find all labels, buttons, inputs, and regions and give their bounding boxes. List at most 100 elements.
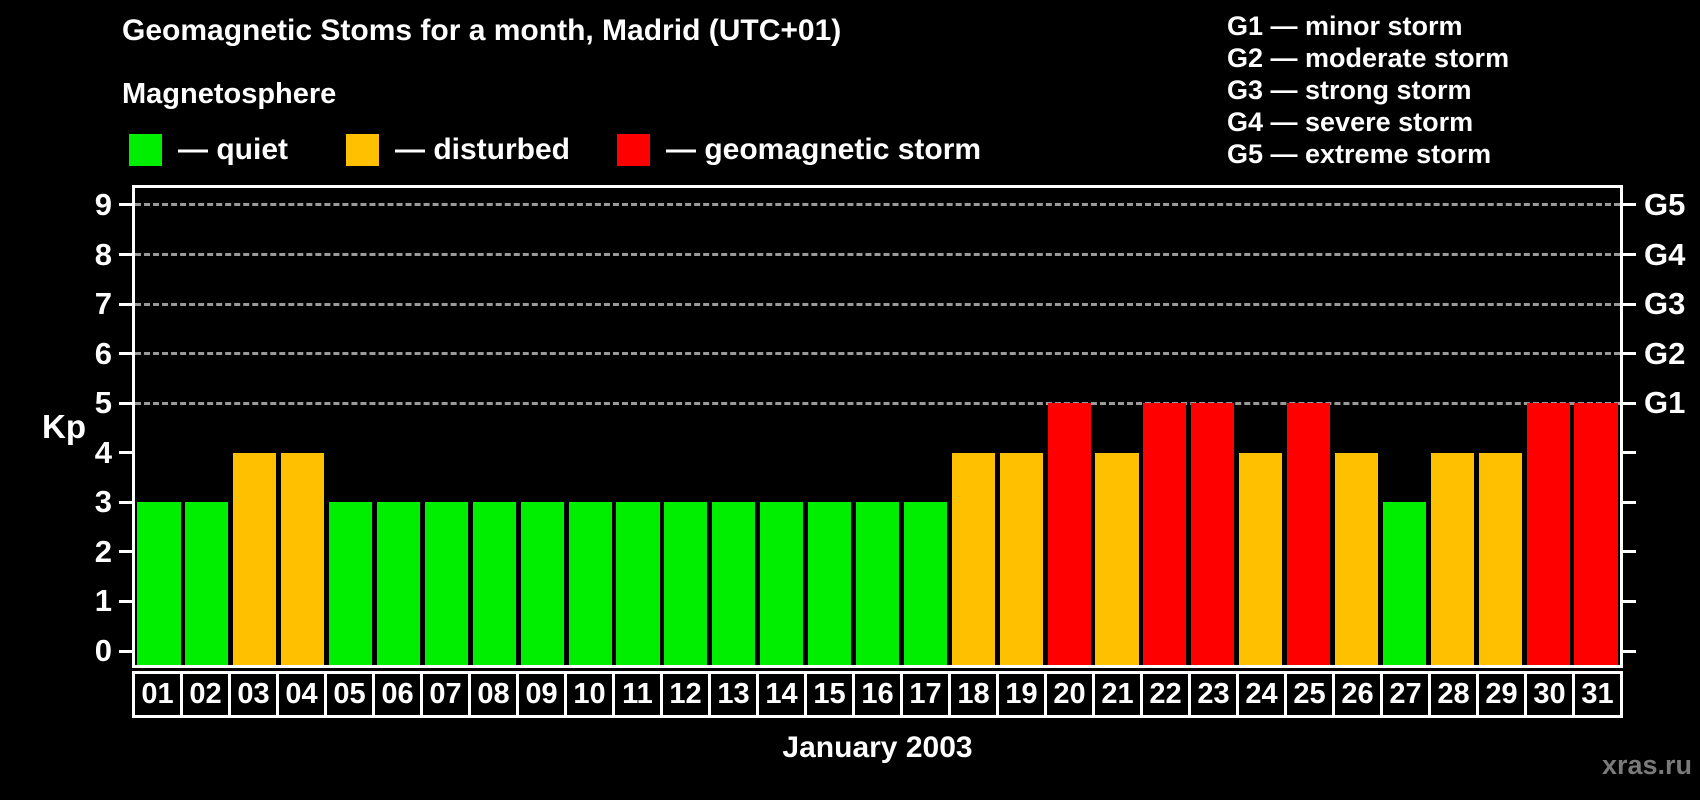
day-label-28: 28 xyxy=(1428,671,1479,718)
day-label-21: 21 xyxy=(1092,671,1143,718)
kp-bar-day-30 xyxy=(1526,403,1570,665)
kp-bar-day-05 xyxy=(329,502,373,665)
y-tick-mark-right-3 xyxy=(1623,500,1636,504)
kp-bar-day-04 xyxy=(281,452,325,665)
day-label-15: 15 xyxy=(804,671,855,718)
y-tick-label-7: 7 xyxy=(94,286,112,322)
day-label-11: 11 xyxy=(612,671,663,718)
day-label-22: 22 xyxy=(1140,671,1191,718)
y-tick-mark-left-2 xyxy=(119,550,132,554)
kp-bar-day-28 xyxy=(1430,452,1474,665)
x-axis-title: January 2003 xyxy=(782,731,973,764)
y-tick-mark-right-6 xyxy=(1623,352,1636,356)
day-label-20: 20 xyxy=(1044,671,1095,718)
g-axis-label-g5: G5 xyxy=(1644,186,1686,222)
day-label-13: 13 xyxy=(708,671,759,718)
day-label-03: 03 xyxy=(228,671,279,718)
g-scale-legend-line: G2 — moderate storm xyxy=(1227,43,1510,73)
g-scale-legend-line: G5 — extreme storm xyxy=(1227,139,1492,169)
kp-bar-day-27 xyxy=(1382,502,1426,665)
kp-bar-day-08 xyxy=(472,502,516,665)
day-label-10: 10 xyxy=(564,671,615,718)
y-tick-mark-left-4 xyxy=(119,451,132,455)
y-tick-mark-right-8 xyxy=(1623,253,1636,257)
y-tick-label-5: 5 xyxy=(94,385,112,421)
kp-bar-day-25 xyxy=(1287,403,1331,665)
day-label-19: 19 xyxy=(996,671,1047,718)
g-scale-legend-line: G4 — severe storm xyxy=(1227,107,1474,137)
kp-bar-day-18 xyxy=(951,452,995,665)
kp-bar-day-22 xyxy=(1143,403,1187,665)
day-label-18: 18 xyxy=(948,671,999,718)
y-tick-label-3: 3 xyxy=(94,484,112,520)
kp-bar-day-11 xyxy=(616,502,660,665)
storm-color-swatch xyxy=(617,134,650,166)
day-label-23: 23 xyxy=(1188,671,1239,718)
kp-bar-day-07 xyxy=(424,502,468,665)
y-tick-mark-left-0 xyxy=(119,649,132,653)
day-label-31: 31 xyxy=(1572,671,1623,718)
day-label-09: 09 xyxy=(516,671,567,718)
day-label-17: 17 xyxy=(900,671,951,718)
g-axis-label-g3: G3 xyxy=(1644,286,1686,322)
y-tick-mark-right-9 xyxy=(1623,203,1636,207)
y-tick-mark-left-1 xyxy=(119,599,132,603)
day-label-06: 06 xyxy=(372,671,423,718)
kp-bar-day-06 xyxy=(376,502,421,665)
kp-bar-day-12 xyxy=(664,502,708,665)
legend-item-quiet: — quiet xyxy=(129,133,288,167)
kp-bar-day-31 xyxy=(1574,403,1618,665)
plot-area xyxy=(132,185,1623,668)
kp-bar-day-23 xyxy=(1191,403,1235,665)
day-label-26: 26 xyxy=(1332,671,1383,718)
kp-bar-day-26 xyxy=(1334,452,1379,665)
gridline-kp-6 xyxy=(135,352,1620,356)
y-tick-mark-left-7 xyxy=(119,302,132,306)
y-tick-mark-left-3 xyxy=(119,500,132,504)
g-scale-legend-line: G3 — strong storm xyxy=(1227,75,1472,105)
y-tick-mark-right-4 xyxy=(1623,451,1636,455)
kp-bar-day-19 xyxy=(999,452,1043,665)
quiet-color-swatch xyxy=(129,134,162,166)
kp-bar-day-29 xyxy=(1478,452,1522,665)
g-scale-legend: G1 — minor storm G2 — moderate storm G3 — … xyxy=(1227,10,1509,170)
legend-item-disturbed: — disturbed xyxy=(346,133,570,167)
day-label-05: 05 xyxy=(324,671,375,718)
kp-bar-day-24 xyxy=(1239,452,1283,665)
gridline-kp-9 xyxy=(135,203,1620,207)
y-tick-mark-left-5 xyxy=(119,401,132,405)
g-axis-label-g2: G2 xyxy=(1644,335,1686,371)
magnetosphere-legend-title: Magnetosphere xyxy=(122,78,337,110)
kp-bar-day-01 xyxy=(137,502,181,665)
y-tick-label-9: 9 xyxy=(94,186,112,222)
legend-label-storm: — geomagnetic storm xyxy=(666,133,982,166)
y-tick-mark-right-0 xyxy=(1623,649,1636,653)
day-label-16: 16 xyxy=(852,671,903,718)
y-tick-mark-left-6 xyxy=(119,352,132,356)
kp-bar-day-16 xyxy=(855,502,900,665)
kp-bar-day-15 xyxy=(808,502,852,665)
kp-bar-day-20 xyxy=(1047,403,1091,665)
day-label-07: 07 xyxy=(420,671,471,718)
kp-bar-day-10 xyxy=(568,502,612,665)
y-tick-mark-right-5 xyxy=(1623,401,1636,405)
kp-bar-day-02 xyxy=(185,502,229,665)
g-axis-label-g1: G1 xyxy=(1644,385,1686,421)
kp-bar-day-21 xyxy=(1095,452,1139,665)
y-tick-label-2: 2 xyxy=(94,533,112,569)
legend-item-storm: — geomagnetic storm xyxy=(617,133,981,167)
kp-bar-day-17 xyxy=(903,502,947,665)
g-scale-legend-line: G1 — minor storm xyxy=(1227,11,1463,41)
g-axis-label-g4: G4 xyxy=(1644,236,1686,272)
day-label-25: 25 xyxy=(1284,671,1335,718)
chart-title: Geomagnetic Stoms for a month, Madrid (U… xyxy=(122,14,842,47)
watermark: xras.ru xyxy=(1601,750,1692,780)
gridline-kp-8 xyxy=(135,253,1620,257)
gridline-kp-7 xyxy=(135,302,1620,306)
day-label-27: 27 xyxy=(1380,671,1431,718)
y-tick-label-1: 1 xyxy=(94,583,112,619)
y-tick-label-8: 8 xyxy=(94,236,112,272)
legend-label-disturbed: — disturbed xyxy=(395,133,571,166)
day-label-30: 30 xyxy=(1524,671,1575,718)
day-label-01: 01 xyxy=(132,671,183,718)
